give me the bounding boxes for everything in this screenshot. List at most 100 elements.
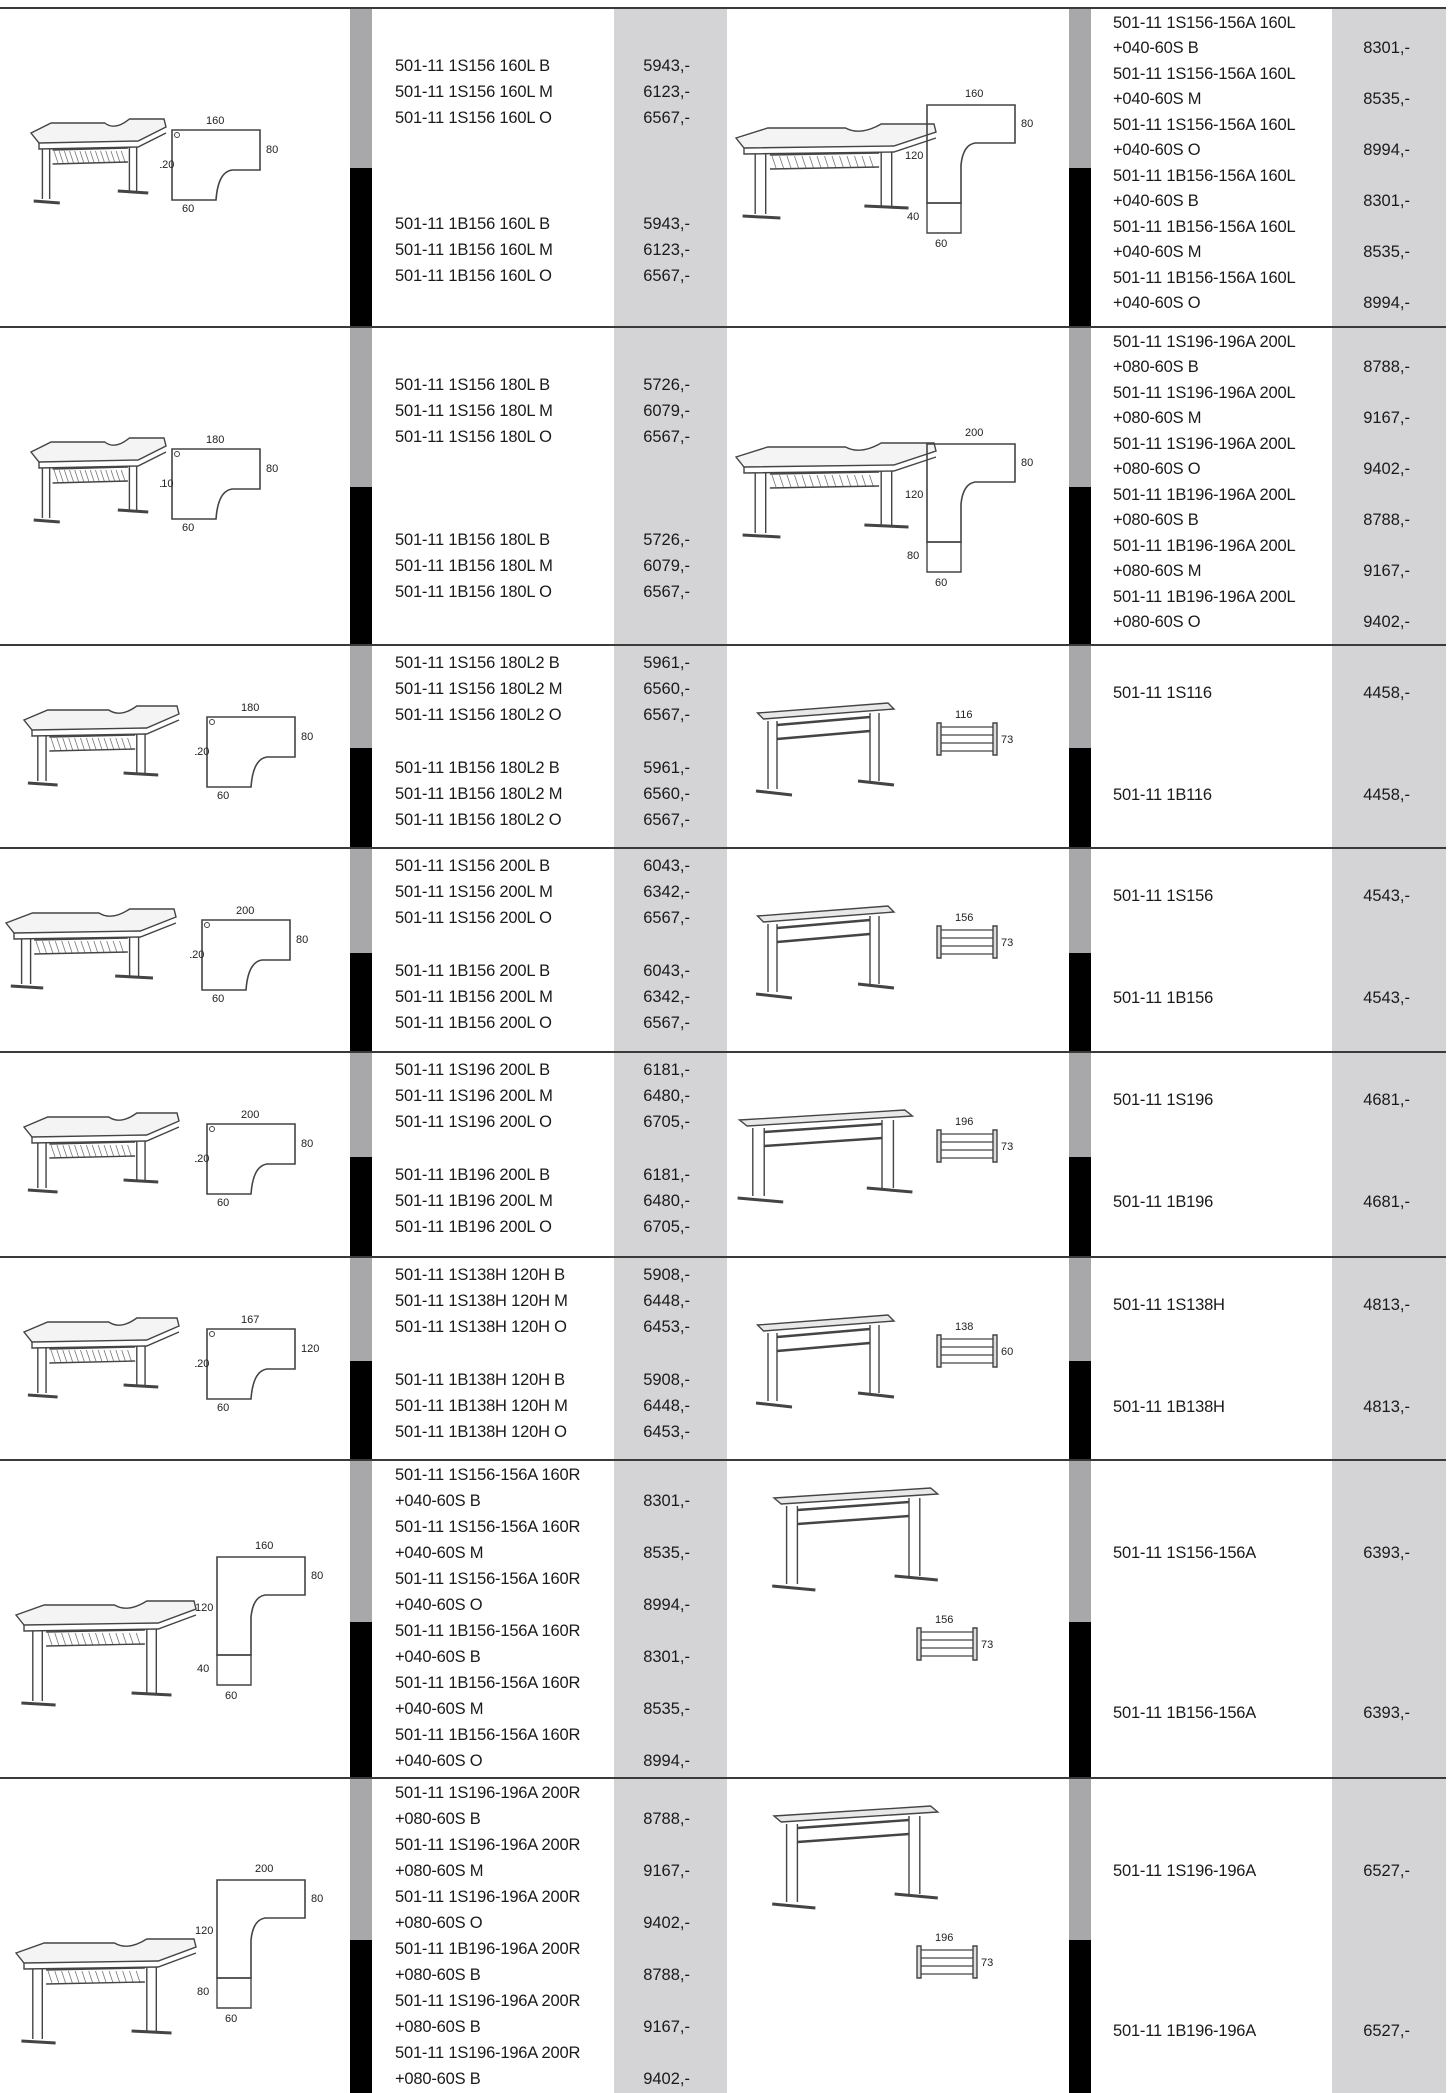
drawing-stroke bbox=[37, 1143, 47, 1188]
drawing-stroke bbox=[908, 1816, 921, 1894]
drawing-stroke bbox=[734, 123, 937, 149]
modesty-panel-mesh bbox=[122, 1970, 128, 1984]
modesty-panel-mesh bbox=[854, 474, 859, 488]
product-code: 501-11 1B138H 120H B bbox=[395, 1371, 565, 1389]
desk-illustration bbox=[4, 908, 177, 990]
modesty-panel-mesh bbox=[801, 155, 807, 169]
price: 9167,- bbox=[643, 1862, 690, 1880]
price: 6567,- bbox=[643, 1014, 690, 1032]
modesty-panel-mesh bbox=[56, 1349, 62, 1363]
modesty-panel-mesh bbox=[35, 940, 41, 954]
modesty-panel-mesh bbox=[115, 150, 121, 164]
product-code: 501-11 1B156-156A 160R bbox=[395, 1622, 581, 1640]
drawing-stroke bbox=[206, 1123, 296, 1195]
modesty-panel-mesh bbox=[110, 150, 116, 164]
product-code: 501-11 1S156 bbox=[1113, 887, 1214, 905]
drawing-stroke bbox=[742, 204, 909, 220]
drawing-stroke bbox=[772, 1487, 940, 1505]
product-code: +040-60S M bbox=[395, 1544, 484, 1562]
cable-hole-icon bbox=[174, 132, 180, 138]
modesty-panel-mesh bbox=[109, 1144, 115, 1158]
drawing-stroke bbox=[936, 925, 998, 959]
dimension-label: 160 bbox=[206, 115, 224, 127]
product-code: +040-60S M bbox=[395, 1700, 484, 1718]
modesty-panel-mesh bbox=[85, 737, 91, 751]
product-code: +080-60S B bbox=[1113, 511, 1199, 529]
modesty-panel-mesh bbox=[85, 1349, 91, 1363]
dimension-label: 60 bbox=[225, 1690, 237, 1702]
price: 8788,- bbox=[643, 1810, 690, 1828]
price: 6567,- bbox=[643, 909, 690, 927]
modesty-panel-mesh bbox=[831, 155, 837, 169]
drawing-stroke bbox=[52, 466, 128, 484]
modesty-panel-mesh bbox=[74, 737, 79, 751]
modesty-panel-mesh bbox=[79, 150, 85, 164]
price: 9167,- bbox=[643, 2018, 690, 2036]
frame-plan: 138 60 bbox=[936, 1321, 1013, 1368]
drawing-stroke bbox=[737, 1109, 915, 1127]
drawing-stroke bbox=[926, 541, 962, 573]
drawing-stroke bbox=[737, 1186, 913, 1204]
tabletop-plan: 180 80 110 60 bbox=[160, 434, 278, 534]
drawing-stroke bbox=[752, 1128, 765, 1196]
modesty-panel-mesh bbox=[861, 474, 867, 488]
drawing-stroke bbox=[926, 443, 1016, 543]
modesty-panel-mesh bbox=[779, 474, 784, 488]
frame-plan: 196 73 bbox=[936, 1116, 1013, 1163]
tabletop-plan: 167 120 120 60 bbox=[195, 1314, 319, 1414]
product-code: 501-11 1S196 200L B bbox=[395, 1061, 550, 1079]
product-code: 501-11 1S156 160L M bbox=[395, 83, 553, 101]
drawing-stroke bbox=[27, 1178, 159, 1194]
product-code: 501-11 1B156-156A 160L bbox=[1113, 269, 1296, 287]
product-code: 501-11 1B116 bbox=[1113, 786, 1212, 804]
modesty-panel-mesh bbox=[74, 1970, 80, 1984]
drawing-stroke bbox=[27, 1383, 159, 1399]
modesty-panel-mesh bbox=[101, 1970, 107, 1984]
product-code: 501-11 1B156-156A 160L bbox=[1113, 218, 1296, 236]
modesty-panel-mesh bbox=[91, 737, 97, 751]
drawing-stroke bbox=[734, 442, 937, 468]
product-code: 501-11 1B196-196A 200L bbox=[1113, 588, 1296, 606]
dimension-label: 60 bbox=[935, 238, 947, 250]
product-code: 501-11 1B156 180L O bbox=[395, 583, 552, 601]
price: 4681,- bbox=[1363, 1091, 1410, 1109]
modesty-panel-mesh bbox=[91, 1144, 97, 1158]
dimension-label: 80 bbox=[907, 550, 919, 562]
product-code: 501-11 1S156-156A 160R bbox=[395, 1466, 581, 1484]
product-code: +040-60S B bbox=[395, 1648, 481, 1666]
dimension-label: 120 bbox=[195, 1358, 209, 1370]
modesty-panel-mesh bbox=[816, 474, 822, 488]
price: 6181,- bbox=[643, 1166, 690, 1184]
price: 8301,- bbox=[1363, 192, 1410, 210]
price: 6567,- bbox=[643, 267, 690, 285]
drawing-stroke bbox=[755, 779, 895, 797]
modesty-panel-mesh bbox=[50, 737, 56, 751]
product-code: 501-11 1B156-156A bbox=[1113, 1704, 1257, 1722]
top-rule bbox=[0, 7, 1446, 9]
product-code: +080-60S O bbox=[1113, 613, 1201, 631]
modesty-panel-mesh bbox=[105, 150, 111, 164]
drawing-stroke bbox=[31, 1126, 180, 1144]
product-code: 501-11 1B156 bbox=[1113, 989, 1214, 1007]
drawing-stroke bbox=[33, 508, 149, 524]
product-code: +040-60S B bbox=[395, 1492, 481, 1510]
dimension-label: 80 bbox=[1021, 457, 1033, 469]
drawing-stroke bbox=[880, 471, 893, 525]
drawing-stroke bbox=[769, 471, 880, 489]
drawing-stroke bbox=[136, 734, 146, 773]
modesty-panel-mesh bbox=[80, 1349, 85, 1363]
modesty-panel-mesh bbox=[89, 150, 95, 164]
desk-illustration bbox=[22, 1112, 180, 1194]
modesty-panel-mesh bbox=[109, 1349, 115, 1363]
drawing-stroke bbox=[171, 448, 261, 520]
drawing-stroke bbox=[146, 1967, 157, 2031]
dimension-label: 73 bbox=[981, 1639, 993, 1651]
drawing-stroke bbox=[772, 1574, 938, 1592]
dimension-label: 60 bbox=[217, 1197, 229, 1209]
right-price-column-bg bbox=[1332, 8, 1446, 2093]
modesty-panel-mesh bbox=[61, 1632, 66, 1646]
product-code: 501-11 1B156-156A 160L bbox=[1113, 167, 1296, 185]
modesty-panel-mesh bbox=[127, 1349, 132, 1363]
frame-plan: 116 73 bbox=[936, 709, 1013, 756]
